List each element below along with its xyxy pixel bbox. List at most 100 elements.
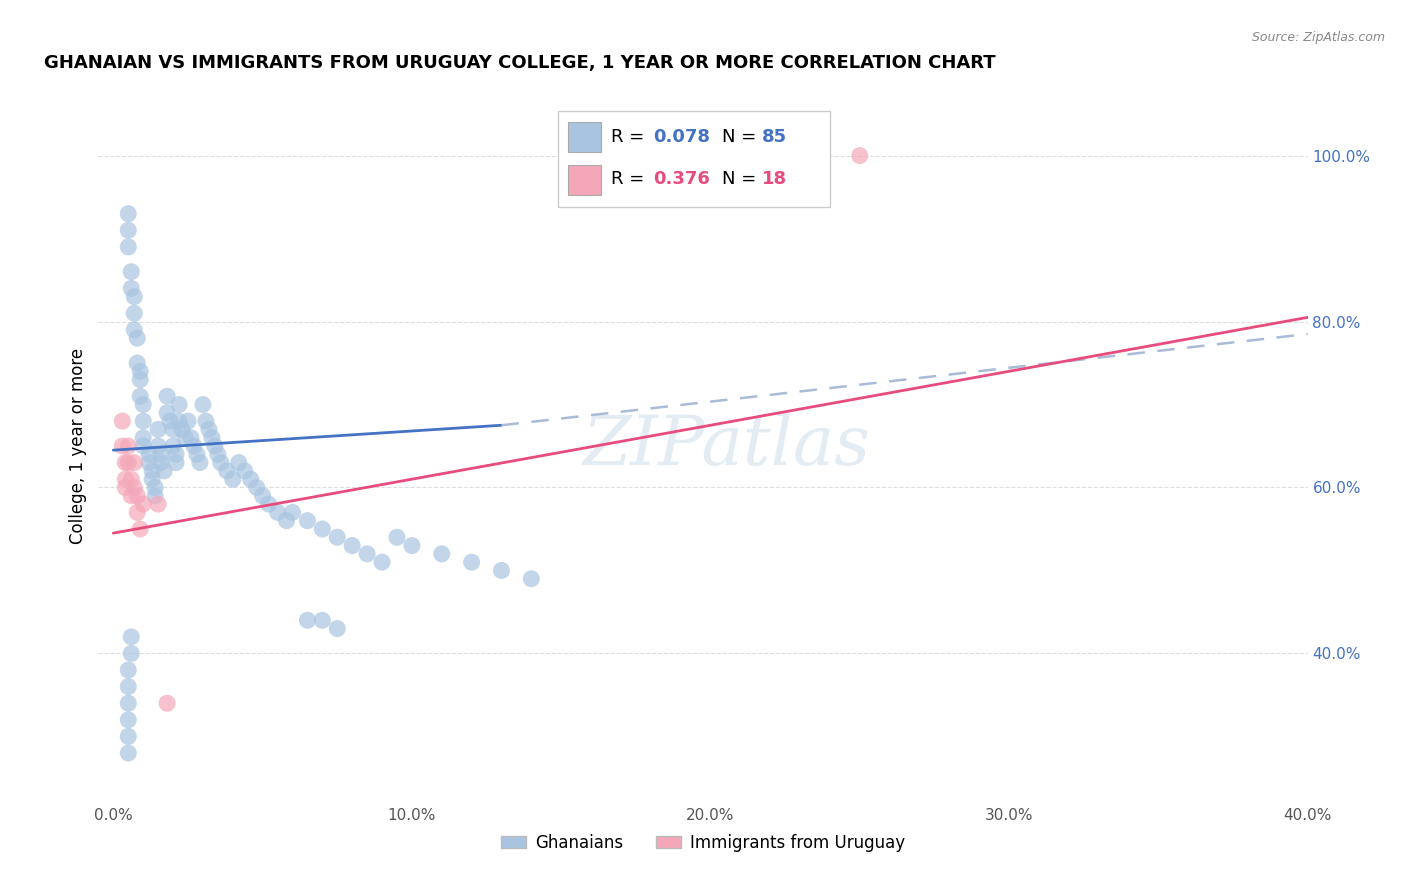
Legend: Ghanaians, Immigrants from Uruguay: Ghanaians, Immigrants from Uruguay bbox=[495, 828, 911, 859]
Point bbox=[228, 456, 250, 470]
Point bbox=[132, 397, 155, 411]
FancyBboxPatch shape bbox=[568, 165, 602, 194]
Point bbox=[122, 290, 145, 304]
Point bbox=[356, 547, 378, 561]
Point bbox=[252, 489, 274, 503]
Point bbox=[430, 547, 453, 561]
Point bbox=[111, 414, 134, 428]
Point bbox=[117, 663, 139, 677]
Point bbox=[120, 630, 142, 644]
Point bbox=[127, 356, 149, 370]
Point bbox=[257, 497, 280, 511]
Point bbox=[122, 456, 145, 470]
Point bbox=[114, 456, 136, 470]
Text: 0.078: 0.078 bbox=[654, 128, 710, 146]
Point bbox=[401, 539, 423, 553]
Text: R =: R = bbox=[612, 128, 650, 146]
Point bbox=[143, 481, 166, 495]
Point bbox=[132, 497, 155, 511]
Point bbox=[117, 223, 139, 237]
Point bbox=[129, 522, 152, 536]
Point bbox=[209, 456, 232, 470]
Point bbox=[117, 456, 139, 470]
Point bbox=[222, 472, 245, 486]
Point bbox=[198, 422, 221, 436]
Point bbox=[120, 472, 142, 486]
Point bbox=[180, 431, 202, 445]
Point bbox=[167, 397, 190, 411]
Point bbox=[385, 530, 408, 544]
Text: 85: 85 bbox=[762, 128, 787, 146]
Point bbox=[127, 505, 149, 519]
Point bbox=[246, 481, 269, 495]
Point bbox=[127, 489, 149, 503]
Point bbox=[146, 439, 169, 453]
Point bbox=[150, 456, 173, 470]
Point bbox=[129, 373, 152, 387]
Point bbox=[117, 680, 139, 694]
Y-axis label: College, 1 year or more: College, 1 year or more bbox=[69, 348, 87, 544]
Point bbox=[132, 414, 155, 428]
Point bbox=[159, 414, 181, 428]
Point bbox=[120, 489, 142, 503]
Point bbox=[153, 464, 176, 478]
Point bbox=[117, 746, 139, 760]
Point bbox=[114, 472, 136, 486]
Point bbox=[266, 505, 288, 519]
Point bbox=[117, 207, 139, 221]
Point bbox=[141, 464, 163, 478]
Point bbox=[194, 414, 217, 428]
FancyBboxPatch shape bbox=[558, 111, 830, 207]
Point bbox=[207, 447, 229, 461]
Point bbox=[311, 613, 333, 627]
Text: ZIPatlas: ZIPatlas bbox=[583, 413, 872, 479]
Point bbox=[239, 472, 262, 486]
Point bbox=[177, 414, 200, 428]
Point bbox=[201, 431, 224, 445]
Point bbox=[114, 481, 136, 495]
Point bbox=[117, 713, 139, 727]
Point bbox=[146, 422, 169, 436]
Point bbox=[191, 397, 214, 411]
Point bbox=[165, 456, 187, 470]
Point bbox=[297, 613, 319, 627]
Point bbox=[122, 323, 145, 337]
Point bbox=[127, 331, 149, 345]
Point bbox=[129, 364, 152, 378]
Point bbox=[132, 431, 155, 445]
Point bbox=[150, 447, 173, 461]
Point bbox=[326, 622, 349, 636]
Point bbox=[117, 240, 139, 254]
Point bbox=[326, 530, 349, 544]
Point bbox=[491, 564, 513, 578]
Point bbox=[120, 281, 142, 295]
Point bbox=[146, 497, 169, 511]
Point bbox=[156, 389, 179, 403]
Text: 18: 18 bbox=[762, 169, 787, 188]
Point bbox=[167, 414, 190, 428]
Point bbox=[111, 439, 134, 453]
Point bbox=[162, 439, 184, 453]
Point bbox=[156, 406, 179, 420]
Point bbox=[204, 439, 226, 453]
Text: GHANAIAN VS IMMIGRANTS FROM URUGUAY COLLEGE, 1 YEAR OR MORE CORRELATION CHART: GHANAIAN VS IMMIGRANTS FROM URUGUAY COLL… bbox=[44, 54, 995, 72]
Text: 0.376: 0.376 bbox=[654, 169, 710, 188]
Point bbox=[117, 730, 139, 744]
Point bbox=[186, 447, 208, 461]
Point bbox=[460, 555, 482, 569]
Point bbox=[174, 431, 197, 445]
Point bbox=[120, 265, 142, 279]
Point bbox=[141, 472, 163, 486]
Point bbox=[183, 439, 205, 453]
Point bbox=[188, 456, 211, 470]
Point bbox=[297, 514, 319, 528]
Text: N =: N = bbox=[723, 169, 762, 188]
Point bbox=[162, 422, 184, 436]
Point bbox=[215, 464, 238, 478]
Text: Source: ZipAtlas.com: Source: ZipAtlas.com bbox=[1251, 31, 1385, 45]
Text: R =: R = bbox=[612, 169, 650, 188]
Point bbox=[371, 555, 394, 569]
Point bbox=[122, 306, 145, 320]
Point bbox=[129, 389, 152, 403]
Point bbox=[233, 464, 256, 478]
